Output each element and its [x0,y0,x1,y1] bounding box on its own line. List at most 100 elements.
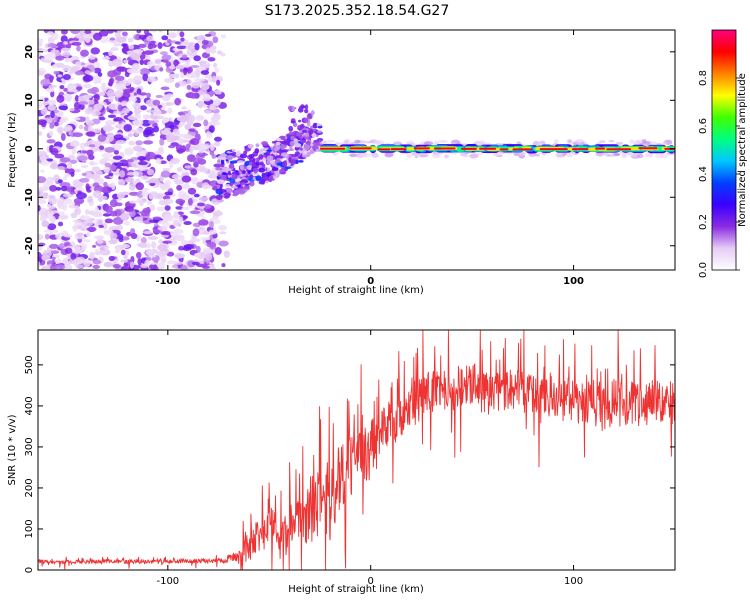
spectrogram-cell [48,130,54,137]
spectrogram-cell [139,68,150,76]
spectrogram-cell [137,156,147,161]
spectrogram-cell [48,195,56,199]
spectrogram-cell [129,261,135,269]
spectrogram-cell [39,154,46,162]
spectrogram-cell [126,159,134,163]
spectrogram-cell [39,95,45,104]
signal-band-segment [390,148,407,151]
spectrogram-cell [189,92,197,99]
spectrogram-cell [139,105,147,111]
spectrogram-cell [295,159,299,165]
spectrogram-cell [192,157,203,164]
spectrogram-cell [38,246,43,252]
spectrogram-cell [122,191,129,196]
spectrogram-cell [38,251,42,260]
spectrogram-cell [62,51,71,58]
spectrogram-cell [214,136,222,142]
spectrogram-cell [224,184,231,188]
spectrogram-cell [206,241,217,248]
signal-band-segment [406,147,415,151]
spectrogram-cell [84,30,92,34]
spectrogram-cell [288,133,294,136]
spectrogram-cell [301,129,308,134]
spectrogram-cell [78,101,89,105]
y-tick-label: 0 [24,567,35,573]
spectrogram-cell [98,116,106,121]
spectrogram-cell [212,36,219,44]
spectrogram-cell [40,169,45,173]
spectrogram-cell [316,138,324,142]
spectrogram-cell [146,168,155,176]
spectrogram-cell [117,30,124,33]
spectrogram-cell [113,149,119,155]
y-tick-label: 20 [24,45,35,59]
spectrogram-cell [108,183,115,188]
signal-band-segment [595,147,606,150]
spectrogram-cell [84,34,91,43]
spectrogram-cell [161,35,169,41]
spectrogram-cell [181,206,190,210]
spectrogram-cell [139,92,148,96]
spectrogram-cell [52,64,57,69]
spectrogram-cell [59,84,65,90]
y-tick-label: 400 [24,396,35,415]
spectrogram-cell [362,153,372,158]
spectrogram-cell [82,74,94,82]
spectrogram-cell [118,237,124,243]
spectrogram-cell [200,70,210,75]
spectrogram-cell [433,140,439,145]
signal-band-segment [606,148,632,151]
spectrogram-cell [215,167,223,171]
spectrogram-cell [58,215,69,220]
spectrogram-cell [99,36,109,43]
spectrogram-cell [249,174,254,178]
spectrogram-cell [164,121,175,129]
spectrogram-frame [37,29,676,271]
spectrogram-cell [270,160,275,164]
spectrogram-cell [122,107,131,114]
spectrogram-cell [55,55,65,61]
signal-band-segment [413,147,430,150]
spectrogram-cell [53,174,60,182]
spectrogram-cell [240,153,248,159]
spectrogram-cell [125,231,132,237]
spectrogram-cell [178,245,184,251]
spectrogram-cell [153,125,159,133]
spectrogram-cell [534,154,540,157]
spectrogram-cell [55,186,62,191]
spectrogram-cell [186,84,192,90]
signal-band-segment [479,147,497,150]
spectrogram-cell [223,250,230,258]
spectrogram-cell [180,240,190,246]
chart-title: S173.2025.352.18.54.G27 [265,3,450,19]
spectrogram-cell [88,144,96,148]
spectrogram-cell [196,100,205,108]
y-tick-label: 0 [24,145,35,152]
spectrogram-cell [198,196,209,202]
spectrogram-cell [190,168,198,176]
spectrogram-cell [92,212,104,218]
spectrogram-cell [167,107,173,114]
spectrogram-cell [83,239,91,243]
spectrogram-cell [113,43,122,47]
spectrogram-cell [240,182,246,186]
spectrogram-cell [38,70,45,76]
spectrogram-cell [108,226,120,230]
signal-band-segment [586,147,597,151]
snr-frame [37,329,676,571]
spectrogram-cell [138,34,147,40]
spectrogram-cell [252,167,259,174]
spectrogram-cell [173,211,180,219]
spectrogram-cell [145,151,156,160]
spectrogram-cell [193,55,201,62]
spectrogram-cell [293,138,298,141]
spectrogram-cell [85,131,96,137]
spectrogram-cell [204,33,212,37]
spectrogram-cell [258,167,266,173]
spectrogram-cell [181,175,192,183]
spectrogram-cell [99,245,110,250]
spectrogram-cell [155,157,162,165]
spectrogram-cell [89,251,95,260]
spectrogram-cell [135,127,144,134]
spectrogram-cell [280,152,289,157]
